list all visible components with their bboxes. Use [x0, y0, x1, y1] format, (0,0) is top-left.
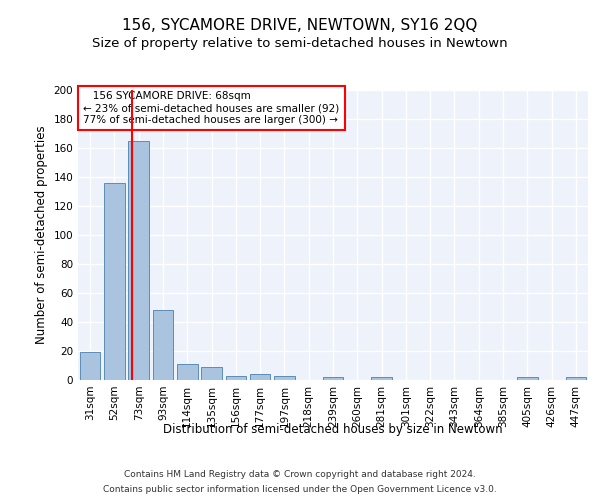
Bar: [274, 376, 295, 380]
Text: Size of property relative to semi-detached houses in Newtown: Size of property relative to semi-detach…: [92, 38, 508, 51]
Bar: [80, 352, 100, 380]
Bar: [323, 377, 343, 380]
Bar: [226, 376, 246, 380]
Y-axis label: Number of semi-detached properties: Number of semi-detached properties: [35, 126, 48, 344]
Bar: [517, 377, 538, 380]
Bar: [177, 364, 197, 380]
Bar: [152, 310, 173, 380]
Bar: [566, 377, 586, 380]
Text: 156, SYCAMORE DRIVE, NEWTOWN, SY16 2QQ: 156, SYCAMORE DRIVE, NEWTOWN, SY16 2QQ: [122, 18, 478, 32]
Text: Contains public sector information licensed under the Open Government Licence v3: Contains public sector information licen…: [103, 485, 497, 494]
Text: Distribution of semi-detached houses by size in Newtown: Distribution of semi-detached houses by …: [163, 422, 503, 436]
Bar: [371, 377, 392, 380]
Bar: [250, 374, 271, 380]
Text: 156 SYCAMORE DRIVE: 68sqm   
← 23% of semi-detached houses are smaller (92)
77% : 156 SYCAMORE DRIVE: 68sqm ← 23% of semi-…: [83, 92, 340, 124]
Bar: [128, 141, 149, 380]
Bar: [201, 367, 222, 380]
Bar: [104, 183, 125, 380]
Text: Contains HM Land Registry data © Crown copyright and database right 2024.: Contains HM Land Registry data © Crown c…: [124, 470, 476, 479]
